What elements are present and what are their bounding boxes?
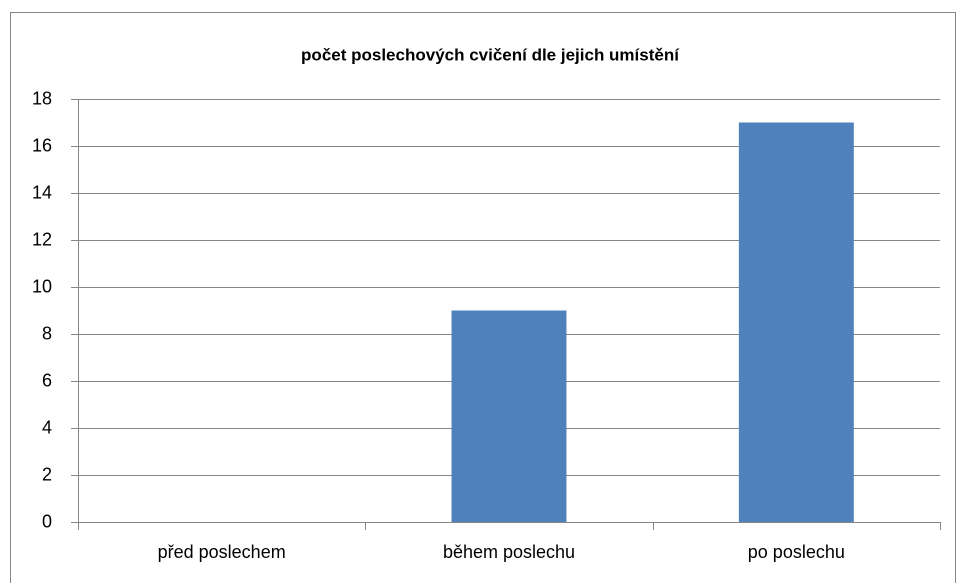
x-tick-label: před poslechem xyxy=(158,542,286,562)
x-tick-label: po poslechu xyxy=(748,542,845,562)
bar xyxy=(451,310,567,522)
y-tick-label: 4 xyxy=(42,417,52,437)
chart-title: počet poslechových cvičení dle jejich um… xyxy=(301,45,680,64)
y-tick-label: 12 xyxy=(32,229,52,249)
bar xyxy=(738,122,854,522)
y-tick-label: 16 xyxy=(32,135,52,155)
y-tick-label: 8 xyxy=(42,323,52,343)
y-tick-label: 14 xyxy=(32,182,52,202)
y-tick-label: 2 xyxy=(42,464,52,484)
y-tick-label: 10 xyxy=(32,276,52,296)
y-tick-label: 18 xyxy=(32,88,52,108)
x-tick-label: během poslechu xyxy=(443,542,575,562)
y-tick-label: 6 xyxy=(42,370,52,390)
y-tick-label: 0 xyxy=(42,511,52,531)
